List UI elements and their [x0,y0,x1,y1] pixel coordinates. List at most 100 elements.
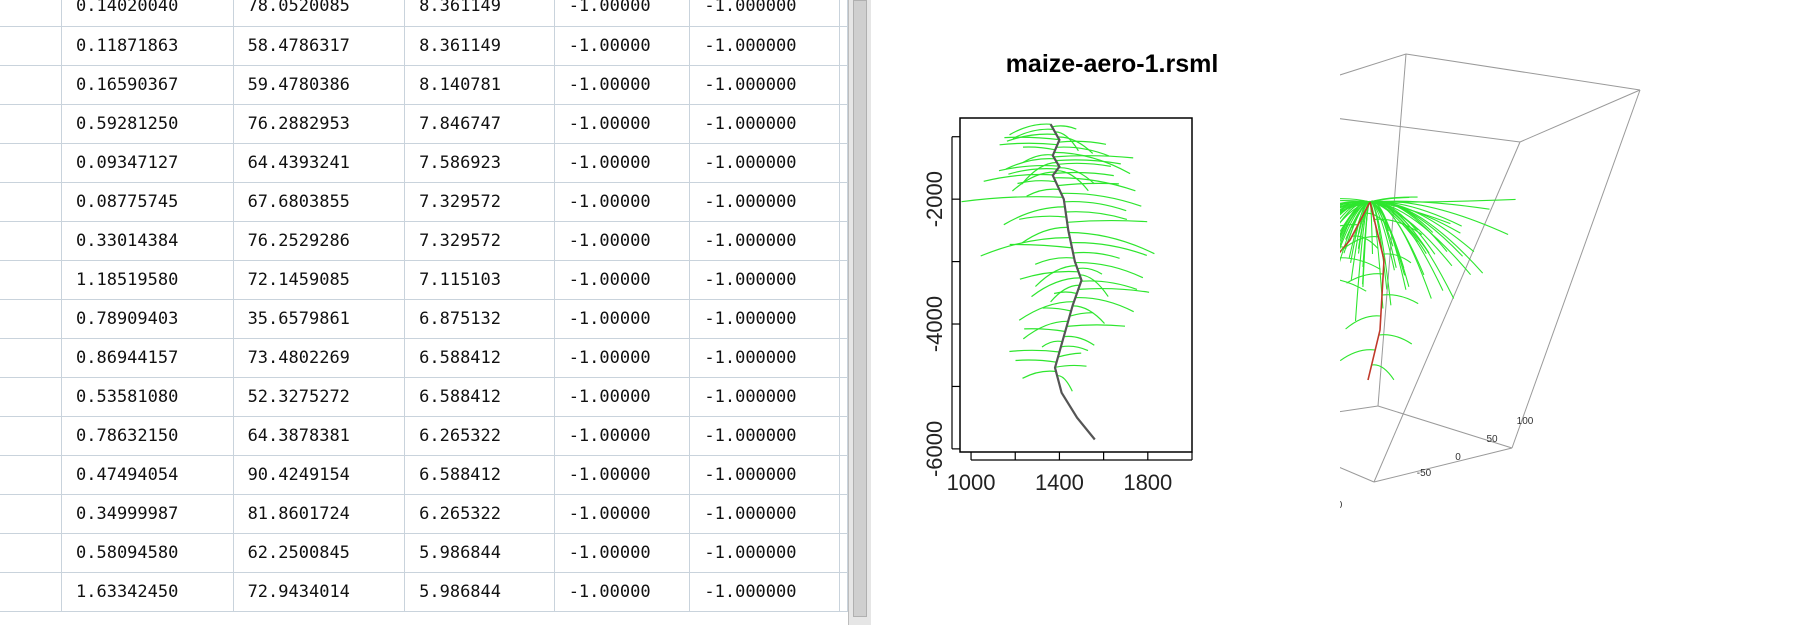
table-cell[interactable]: -1.00000 [554,65,691,105]
row-header-cell[interactable] [0,338,62,378]
table-cell[interactable]: 59.4780386 [233,65,406,105]
table-cell[interactable]: -1.000000 [689,299,841,339]
table-cell[interactable]: 0.86944157 [61,338,234,378]
table-cell[interactable]: 6.588412 [404,338,555,378]
table-cell[interactable]: -1.00000 [554,182,691,222]
table-cell[interactable]: -1.00000 [554,299,691,339]
table-cell[interactable]: -1.000000 [689,26,841,66]
table-row[interactable]: 0.53581080 52.3275272 6.588412 -1.00000 -1.0… [0,377,848,417]
table-cell-empty[interactable] [839,338,848,378]
table-cell[interactable]: 6.265322 [404,416,555,456]
table-cell[interactable]: -1.000000 [689,338,841,378]
table-cell[interactable]: 64.4393241 [233,143,406,183]
table-cell[interactable]: -1.000000 [689,572,841,612]
table-cell[interactable]: -1.00000 [554,0,691,27]
table-cell[interactable]: 76.2882953 [233,104,406,144]
table-cell[interactable]: 7.586923 [404,143,555,183]
table-row[interactable]: 1.18519580 72.1459085 7.115103 -1.00000 -1.0… [0,260,848,300]
table-cell[interactable]: 7.329572 [404,182,555,222]
row-header-cell[interactable] [0,299,62,339]
table-cell[interactable]: 0.47494054 [61,455,234,495]
table-cell[interactable]: 81.8601724 [233,494,406,534]
table-row[interactable]: 0.08775745 67.6803855 7.329572 -1.00000 -1.0… [0,182,848,222]
table-cell-empty[interactable] [839,26,848,66]
table-cell[interactable]: -1.000000 [689,0,841,27]
row-header-cell[interactable] [0,182,62,222]
table-cell[interactable]: 0.59281250 [61,104,234,144]
table-cell[interactable]: -1.000000 [689,533,841,573]
table-cell[interactable]: 64.3878381 [233,416,406,456]
row-header-cell[interactable] [0,494,62,534]
table-row[interactable]: 0.16590367 59.4780386 8.140781 -1.00000 -1.0… [0,65,848,105]
table-cell[interactable]: 35.6579861 [233,299,406,339]
table-cell[interactable]: 5.986844 [404,533,555,573]
table-cell[interactable]: -1.000000 [689,455,841,495]
table-cell[interactable]: 1.63342450 [61,572,234,612]
table-cell[interactable]: 0.58094580 [61,533,234,573]
row-header-cell[interactable] [0,377,62,417]
table-cell-empty[interactable] [839,377,848,417]
table-cell-empty[interactable] [839,0,848,27]
table-cell[interactable]: 0.33014384 [61,221,234,261]
table-cell[interactable]: 7.115103 [404,260,555,300]
table-cell[interactable]: 73.4802269 [233,338,406,378]
table-cell[interactable]: -1.00000 [554,416,691,456]
table-cell[interactable]: -1.00000 [554,260,691,300]
table-cell[interactable]: 8.140781 [404,65,555,105]
table-row[interactable]: 0.34999987 81.8601724 6.265322 -1.00000 -1.0… [0,494,848,534]
row-header-cell[interactable] [0,0,62,27]
table-cell[interactable]: 0.78909403 [61,299,234,339]
table-cell[interactable]: 72.1459085 [233,260,406,300]
table-cell[interactable]: -1.00000 [554,455,691,495]
row-header-cell[interactable] [0,416,62,456]
table-cell[interactable]: 90.4249154 [233,455,406,495]
vertical-scrollbar[interactable] [848,0,871,625]
table-cell[interactable]: -1.000000 [689,143,841,183]
table-cell[interactable]: -1.00000 [554,26,691,66]
table-cell[interactable]: 0.08775745 [61,182,234,222]
table-cell-empty[interactable] [839,221,848,261]
table-cell[interactable]: 6.588412 [404,455,555,495]
table-cell[interactable]: 78.0520085 [233,0,406,27]
table-cell[interactable]: 6.588412 [404,377,555,417]
data-table-panel[interactable]: 0.14020040 78.0520085 8.361149 -1.00000 -1.0… [0,0,848,625]
table-cell[interactable]: 52.3275272 [233,377,406,417]
row-header-cell[interactable] [0,65,62,105]
table-cell[interactable]: -1.00000 [554,221,691,261]
table-cell[interactable]: -1.000000 [689,182,841,222]
table-cell[interactable]: 76.2529286 [233,221,406,261]
scrollbar-thumb[interactable] [853,0,867,617]
table-cell[interactable]: -1.00000 [554,377,691,417]
table-cell-empty[interactable] [839,416,848,456]
table-cell[interactable]: -1.00000 [554,572,691,612]
table-cell[interactable]: -1.000000 [689,416,841,456]
table-cell[interactable]: -1.000000 [689,260,841,300]
table-row[interactable]: 0.47494054 90.4249154 6.588412 -1.00000 -1.0… [0,455,848,495]
table-row[interactable]: 0.58094580 62.2500845 5.986844 -1.00000 -1.0… [0,533,848,573]
table-cell[interactable]: 6.875132 [404,299,555,339]
table-cell[interactable]: 7.846747 [404,104,555,144]
table-cell[interactable]: 0.09347127 [61,143,234,183]
table-cell[interactable]: -1.00000 [554,338,691,378]
table-cell[interactable]: -1.00000 [554,104,691,144]
table-cell-empty[interactable] [839,533,848,573]
table-cell[interactable]: -1.00000 [554,494,691,534]
table-cell-empty[interactable] [839,299,848,339]
row-header-cell[interactable] [0,143,62,183]
table-row[interactable]: 1.63342450 72.9434014 5.986844 -1.00000 -1.0… [0,572,848,612]
table-row[interactable]: 0.09347127 64.4393241 7.586923 -1.00000 -1.0… [0,143,848,183]
table-cell[interactable]: -1.000000 [689,221,841,261]
table-cell[interactable]: 5.986844 [404,572,555,612]
table-cell-empty[interactable] [839,455,848,495]
table-cell[interactable]: 0.16590367 [61,65,234,105]
table-row[interactable]: 0.86944157 73.4802269 6.588412 -1.00000 -1.0… [0,338,848,378]
table-row[interactable]: 0.14020040 78.0520085 8.361149 -1.00000 -1.0… [0,0,848,27]
table-cell[interactable]: -1.000000 [689,494,841,534]
table-cell-empty[interactable] [839,494,848,534]
table-row[interactable]: 0.11871863 58.4786317 8.361149 -1.00000 -1.0… [0,26,848,66]
table-cell[interactable]: 8.361149 [404,0,555,27]
table-cell[interactable]: 58.4786317 [233,26,406,66]
table-cell[interactable]: -1.00000 [554,533,691,573]
table-cell[interactable]: 62.2500845 [233,533,406,573]
row-header-cell[interactable] [0,455,62,495]
